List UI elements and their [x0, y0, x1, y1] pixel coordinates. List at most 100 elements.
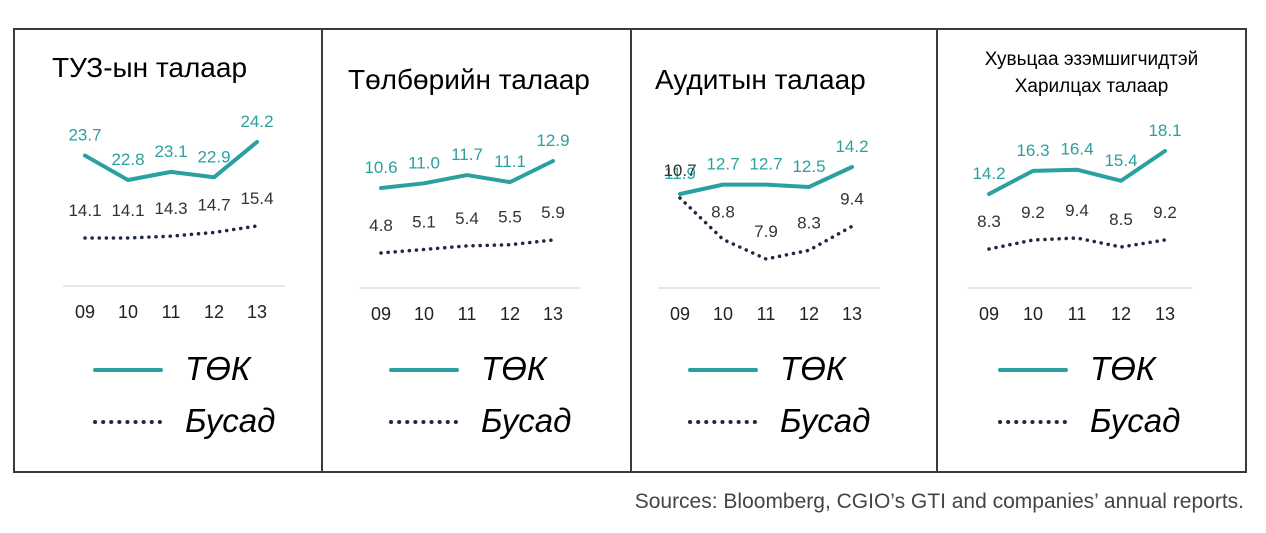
panel-title-line-2: Харилцах талаар [1014, 76, 1169, 97]
data-label-tok: 16.3 [1016, 141, 1049, 160]
legend-swatch-tok [998, 368, 1068, 372]
x-tick-label: 09 [75, 302, 95, 322]
panel-title: Хувьцаа эзэмшигчидтэй Харилцах талаар [938, 46, 1245, 100]
x-tick-label: 12 [799, 304, 819, 324]
chart-panel-board: ТУЗ-ын талаар 23.7 22.8 23.1 22.9 24.2 14.1 14… [15, 30, 321, 471]
data-label-tok: 12.7 [706, 155, 739, 174]
data-label-busad: 8.3 [977, 212, 1001, 231]
x-tick-label: 11 [458, 304, 477, 324]
line-chart-board: 23.7 22.8 23.1 22.9 24.2 14.1 14.1 14.3 14.7 15.4… [63, 112, 285, 322]
legend-label-busad: Бусад [185, 402, 276, 439]
x-tick-label: 13 [247, 302, 267, 322]
x-tick-label: 11 [162, 302, 181, 322]
x-tick-label: 10 [118, 302, 138, 322]
legend-label-tok: ТӨК [1090, 350, 1156, 387]
data-label-tok: 16.4 [1060, 140, 1093, 159]
legend-label-tok: ТӨК [481, 350, 547, 387]
legend-label-busad: Бусад [1090, 402, 1181, 439]
legend-item-tok: ТӨК [93, 350, 313, 390]
data-label-tok: 24.2 [240, 112, 273, 131]
panel-divider [936, 28, 938, 473]
data-label-tok: 23.1 [154, 142, 187, 161]
legend-swatch-busad [688, 420, 758, 424]
source-note: Sources: Bloomberg, CGIO’s GTI and compa… [634, 490, 1244, 513]
data-label-busad: 9.2 [1153, 203, 1177, 222]
data-label-busad: 14.3 [154, 199, 187, 218]
data-label-tok: 14.2 [835, 137, 868, 156]
series-line-tok [83, 140, 259, 182]
legend-swatch-busad [389, 420, 459, 424]
series-line-busad [83, 224, 259, 240]
series-line-busad [379, 238, 555, 255]
x-tick-label: 10 [713, 304, 733, 324]
chart-panel-payment: Төлбөрийн талаар 10.6 11.0 11.7 11.1 12.9 4.8… [323, 30, 630, 471]
x-tick-label: 09 [979, 304, 999, 324]
data-label-busad: 5.1 [412, 212, 436, 231]
data-label-tok: 15.4 [1104, 151, 1137, 170]
data-label-tok: 11.9 [664, 164, 696, 183]
x-tick-label: 12 [204, 302, 224, 322]
series-line-tok [379, 159, 555, 190]
data-label-tok: 14.2 [972, 164, 1005, 183]
data-label-tok: 11.1 [494, 152, 526, 171]
series-line-tok [987, 149, 1167, 196]
legend-item-busad: Бусад [93, 402, 313, 442]
data-label-tok: 12.9 [536, 131, 569, 150]
data-label-tok: 11.7 [451, 145, 483, 164]
line-chart-shareholders: 14.2 16.3 16.4 15.4 18.1 8.3 9.2 9.4 8.5 9.2 09 10 1… [967, 121, 1193, 324]
data-label-busad: 9.2 [1021, 203, 1045, 222]
data-label-busad: 5.9 [541, 203, 565, 222]
data-label-busad: 14.7 [197, 195, 230, 214]
legend-item-tok: ТӨК [389, 350, 609, 390]
x-tick-label: 09 [670, 304, 690, 324]
legend-swatch-busad [998, 420, 1068, 424]
x-tick-label: 09 [371, 304, 391, 324]
data-label-tok: 10.6 [364, 158, 397, 177]
x-tick-label: 10 [414, 304, 434, 324]
data-label-busad: 15.4 [240, 189, 273, 208]
legend-label-tok: ТӨК [185, 350, 251, 387]
panel-title: Төлбөрийн талаар [348, 64, 590, 95]
data-label-busad: 9.4 [1065, 201, 1089, 220]
chart-panel-audit: Аудитын талаар 11.9 12.7 12.7 12.5 14.2 10.7 8… [632, 30, 936, 471]
legend-label-tok: ТӨК [780, 350, 846, 387]
x-tick-label: 10 [1023, 304, 1043, 324]
data-label-tok: 18.1 [1148, 121, 1181, 140]
legend-swatch-tok [93, 368, 163, 372]
x-tick-label: 11 [757, 304, 776, 324]
data-label-busad: 14.1 [68, 201, 101, 220]
chart-panel-shareholders: Хувьцаа эзэмшигчидтэй Харилцах талаар 14… [938, 30, 1245, 471]
data-label-busad: 5.4 [455, 209, 479, 228]
data-label-busad: 7.9 [754, 222, 778, 241]
data-label-busad: 10.7 [663, 161, 696, 180]
data-label-tok: 12.7 [749, 155, 782, 174]
legend-item-busad: Бусад [998, 402, 1218, 442]
data-label-busad: 9.4 [840, 189, 864, 208]
x-tick-label: 12 [1111, 304, 1131, 324]
data-label-tok: 23.7 [68, 126, 101, 145]
data-label-busad: 8.3 [797, 213, 821, 232]
data-label-busad: 5.5 [498, 208, 522, 227]
legend-item-busad: Бусад [688, 402, 908, 442]
data-label-tok: 22.9 [197, 147, 230, 166]
data-label-busad: 8.8 [711, 202, 735, 221]
legend-swatch-busad [93, 420, 163, 424]
data-label-tok: 11.0 [408, 153, 440, 172]
x-tick-label: 13 [1155, 304, 1175, 324]
legend-swatch-tok [688, 368, 758, 372]
panel-divider [321, 28, 323, 473]
panel-title-line-1: Хувьцаа эзэмшигчидтэй [984, 49, 1199, 70]
x-tick-label: 13 [543, 304, 563, 324]
line-chart-audit: 11.9 12.7 12.7 12.5 14.2 10.7 8.8 7.9 8.3 9.4 09 10… [658, 137, 880, 324]
data-label-busad: 4.8 [369, 216, 393, 235]
data-label-tok: 12.5 [792, 157, 825, 176]
legend-item-tok: ТӨК [998, 350, 1218, 390]
series-line-busad [678, 196, 854, 261]
series-line-tok [678, 165, 854, 196]
legend-label-busad: Бусад [481, 402, 572, 439]
legend-item-busad: Бусад [389, 402, 609, 442]
x-tick-label: 13 [842, 304, 862, 324]
line-chart-payment: 10.6 11.0 11.7 11.1 12.9 4.8 5.1 5.4 5.5 5.9 09 10 1… [359, 131, 581, 324]
data-label-tok: 22.8 [111, 150, 144, 169]
x-tick-label: 12 [500, 304, 520, 324]
